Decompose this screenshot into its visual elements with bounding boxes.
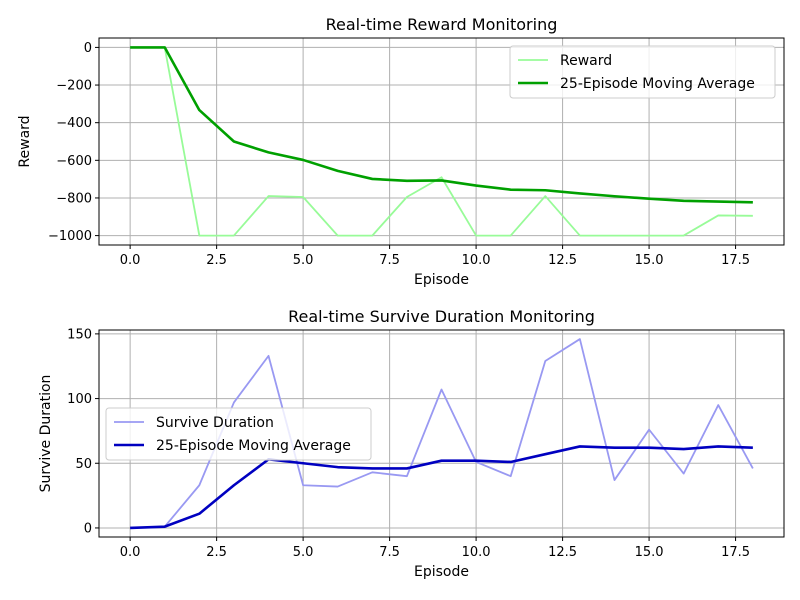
axes-frame bbox=[98, 37, 785, 246]
x-tick-label: 0.0 bbox=[120, 253, 141, 268]
legend-label: 25-Episode Moving Average bbox=[156, 438, 351, 454]
x-axis-label: Episode bbox=[414, 272, 469, 288]
series-line-moving-average bbox=[130, 445, 753, 530]
x-tick-label: 12.5 bbox=[548, 545, 577, 560]
x-tick-label: 7.5 bbox=[379, 545, 400, 560]
chart-panel-2: 0.0 2.5 5.0 7.5 10.0 12.5 15.0 17.5 0 50 100 150 Rea… bbox=[38, 307, 785, 580]
y-tick-label: −400 bbox=[56, 116, 92, 131]
legend: Reward 25-Episode Moving Average bbox=[509, 45, 776, 99]
x-tick-label: 17.5 bbox=[721, 545, 750, 560]
y-tick-label: 0 bbox=[84, 41, 92, 56]
x-tick-label: 5.0 bbox=[293, 545, 314, 560]
x-axis-label: Episode bbox=[414, 564, 469, 580]
x-tick-label: 15.0 bbox=[635, 545, 664, 560]
y-axis-label: Reward bbox=[17, 115, 33, 167]
axes-frame bbox=[98, 329, 785, 538]
x-tick-label: 10.0 bbox=[462, 545, 491, 560]
legend: Survive Duration 25-Episode Moving Averag… bbox=[105, 407, 372, 461]
series-line-raw bbox=[130, 338, 754, 529]
x-tick-label: 2.5 bbox=[206, 253, 227, 268]
x-tick-label: 5.0 bbox=[293, 253, 314, 268]
legend-box bbox=[509, 45, 776, 99]
y-tick-label: 0 bbox=[84, 521, 92, 536]
y-axis-label: Survive Duration bbox=[38, 375, 54, 493]
x-tick-label: 0.0 bbox=[120, 545, 141, 560]
chart-panel-1: 0.0 2.5 5.0 7.5 10.0 12.5 15.0 17.5 0 −200 −400 −60… bbox=[17, 15, 785, 288]
legend-label: Reward bbox=[560, 53, 612, 69]
y-tick-label: −200 bbox=[56, 79, 92, 94]
x-tick-label: 2.5 bbox=[206, 545, 227, 560]
y-tick-label: −800 bbox=[56, 191, 92, 206]
x-tick-label: 15.0 bbox=[635, 253, 664, 268]
x-tick-label: 10.0 bbox=[462, 253, 491, 268]
y-tick-label: −600 bbox=[56, 154, 92, 169]
x-tick-label: 17.5 bbox=[721, 253, 750, 268]
y-tick-label: 100 bbox=[67, 392, 92, 407]
y-tick-label: −1000 bbox=[48, 229, 92, 244]
chart-title: Real-time Survive Duration Monitoring bbox=[288, 307, 595, 326]
series-line-raw bbox=[130, 46, 753, 237]
legend-box bbox=[105, 407, 372, 461]
chart-title: Real-time Reward Monitoring bbox=[326, 15, 558, 34]
series-line-moving-average bbox=[130, 46, 753, 204]
x-tick-label: 12.5 bbox=[548, 253, 577, 268]
legend-label: Survive Duration bbox=[156, 415, 274, 431]
x-tick-label: 7.5 bbox=[379, 253, 400, 268]
y-tick-label: 50 bbox=[75, 457, 92, 472]
y-tick-label: 150 bbox=[67, 327, 92, 342]
legend-label: 25-Episode Moving Average bbox=[560, 76, 755, 92]
